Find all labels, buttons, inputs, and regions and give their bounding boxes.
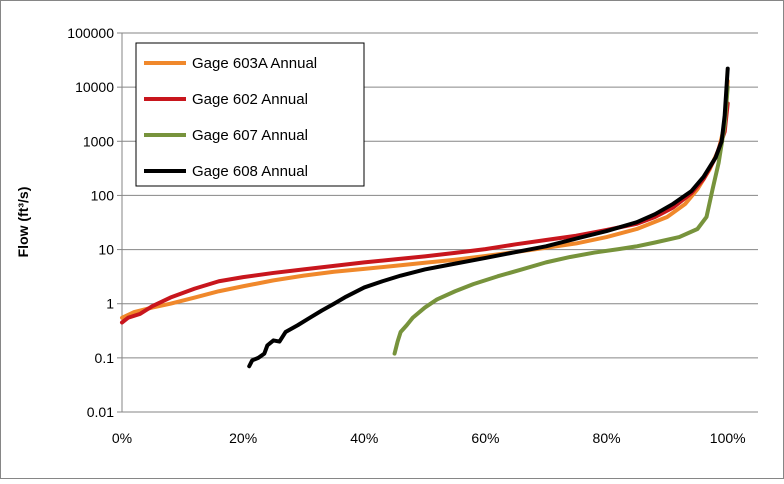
- series-line-gage-607-annual: [392, 85, 730, 356]
- y-tick-label: 10: [98, 242, 114, 258]
- gridlines: [122, 32, 758, 413]
- y-tick-label: 0.01: [87, 404, 114, 420]
- series-lines: [120, 66, 730, 369]
- series-line-gage-602-annual: [120, 101, 730, 325]
- legend-label: Gage 607 Annual: [192, 127, 308, 144]
- y-tick-label: 1: [106, 296, 114, 312]
- y-tick-label: 1000: [83, 133, 114, 149]
- y-axis-title: Flow (ft³/s): [15, 187, 31, 258]
- series-line-gage-603a-annual: [120, 78, 730, 320]
- x-tick-label: 40%: [350, 430, 378, 446]
- x-tick-label: 60%: [471, 430, 499, 446]
- x-tick-label: 100%: [710, 430, 746, 446]
- y-tick-label: 0.1: [95, 350, 115, 366]
- y-tick-label: 100000: [67, 25, 114, 41]
- axes: 0.01 0.1 1 10 100 1000 10000 100000 0% 20% 40% 60% 8…: [67, 25, 745, 446]
- y-tick-label: 100: [91, 187, 115, 203]
- series-line-gage-608-annual: [247, 66, 730, 369]
- x-tick-label: 80%: [593, 430, 621, 446]
- legend-box: [135, 42, 365, 187]
- x-tick-label: 0%: [112, 430, 132, 446]
- legend-label: Gage 608 Annual: [192, 163, 308, 180]
- legend: Gage 603A Annual Gage 602 Annual Gage 607 …: [135, 42, 365, 187]
- legend-label: Gage 603A Annual: [192, 55, 317, 72]
- x-tick-label: 20%: [229, 430, 257, 446]
- legend-label: Gage 602 Annual: [192, 91, 308, 108]
- legend-items: Gage 603A Annual Gage 602 Annual Gage 607 …: [144, 55, 317, 180]
- y-tick-label: 10000: [75, 79, 114, 95]
